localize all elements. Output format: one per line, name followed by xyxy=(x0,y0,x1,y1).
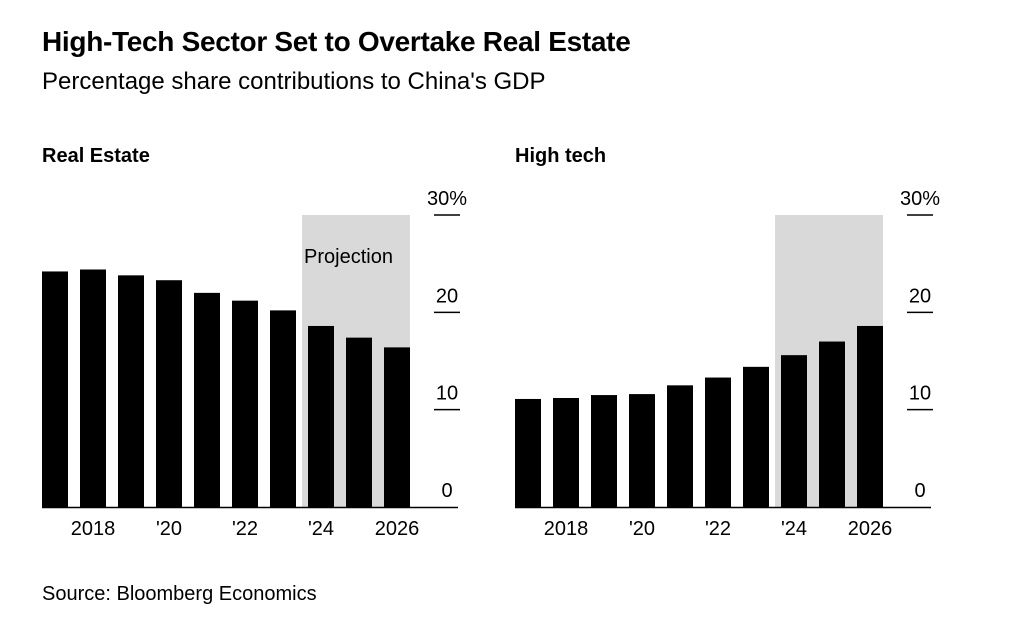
bar-2026 xyxy=(384,347,410,507)
x-tick-label: '24 xyxy=(308,518,334,540)
y-tick-label: 20 xyxy=(436,285,458,307)
bar-2018 xyxy=(80,269,106,507)
projection-label: Projection xyxy=(304,246,393,268)
bar-2026 xyxy=(857,325,883,507)
y-tick-label: 30% xyxy=(427,188,467,210)
x-tick-label: '24 xyxy=(781,518,807,540)
bar-2022 xyxy=(705,377,731,507)
x-tick-label: '20 xyxy=(629,518,655,540)
bar-2021 xyxy=(667,385,693,507)
bar-2025 xyxy=(346,337,372,507)
bar-2024 xyxy=(308,325,334,507)
bar-2019 xyxy=(118,275,144,507)
chart-subtitle: Percentage share contributions to China'… xyxy=(42,68,546,95)
y-tick-label: 30% xyxy=(900,188,940,210)
x-tick-label: '20 xyxy=(156,518,182,540)
bar-2020 xyxy=(156,280,182,507)
y-tick-label: 20 xyxy=(909,285,931,307)
x-tick-label: 2018 xyxy=(71,518,116,540)
bar-2019 xyxy=(591,395,617,507)
chart-title: High-Tech Sector Set to Overtake Real Es… xyxy=(42,26,631,57)
bar-2022 xyxy=(232,300,258,507)
bar-2017 xyxy=(515,398,541,507)
bar-2017 xyxy=(42,271,68,507)
x-tick-label: 2026 xyxy=(848,518,893,540)
x-tick-label: '22 xyxy=(705,518,731,540)
bar-2018 xyxy=(553,397,579,507)
y-tick-label: 0 xyxy=(441,480,452,502)
panel-title: Real Estate xyxy=(42,145,150,167)
panel-title: High tech xyxy=(515,145,606,167)
bar-2025 xyxy=(819,341,845,507)
x-tick-label: 2026 xyxy=(375,518,420,540)
bar-2021 xyxy=(194,292,220,507)
x-tick-label: 2018 xyxy=(544,518,589,540)
bar-2024 xyxy=(781,355,807,507)
x-tick-label: '22 xyxy=(232,518,258,540)
y-tick-label: 10 xyxy=(909,383,931,405)
bar-2023 xyxy=(743,366,769,507)
y-tick-label: 10 xyxy=(436,383,458,405)
bar-2020 xyxy=(629,394,655,507)
source-note: Source: Bloomberg Economics xyxy=(42,583,317,605)
y-tick-label: 0 xyxy=(914,480,925,502)
bar-2023 xyxy=(270,310,296,507)
